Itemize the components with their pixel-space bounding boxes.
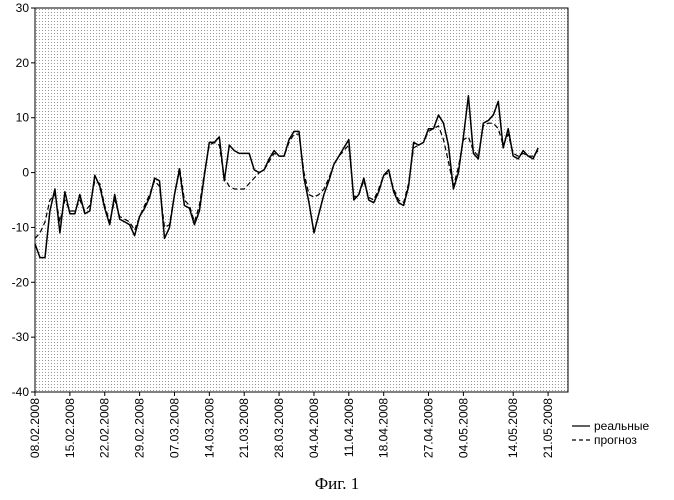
x-tick-label: 29.02.2008	[133, 398, 147, 458]
legend-label: реальные	[594, 419, 650, 433]
y-axis: 30 20 10 0 -10 -20 -30 -40	[12, 1, 35, 399]
line-chart: 30 20 10 0 -10 -20 -30 -40 08.02.2008 15.02.2008…	[0, 0, 674, 470]
y-tick-label: 10	[16, 111, 30, 125]
x-tick-label: 28.03.2008	[272, 398, 286, 458]
legend: реальныепрогноз	[572, 419, 650, 447]
x-tick-label: 07.03.2008	[167, 398, 181, 458]
legend-label: прогноз	[594, 433, 637, 447]
x-tick-label: 18.04.2008	[377, 398, 391, 458]
x-tick-label: 22.02.2008	[98, 398, 112, 458]
y-tick-label: -20	[12, 275, 30, 289]
y-tick-label: 30	[16, 1, 30, 15]
x-tick-label: 11.04.2008	[342, 398, 356, 457]
figure-caption: Фиг. 1	[0, 474, 674, 494]
x-tick-label: 04.04.2008	[307, 398, 321, 458]
y-tick-label: -40	[12, 385, 30, 399]
y-tick-label: 0	[22, 166, 29, 180]
y-tick-label: -30	[12, 330, 30, 344]
x-tick-label: 15.02.2008	[63, 398, 77, 458]
y-tick-label: 20	[16, 56, 30, 70]
x-tick-label: 14.03.2008	[202, 398, 216, 458]
x-tick-label: 21.03.2008	[237, 398, 251, 458]
x-tick-label: 08.02.2008	[28, 398, 42, 458]
x-tick-label: 27.04.2008	[422, 398, 436, 458]
y-tick-label: -10	[12, 220, 30, 234]
x-tick-label: 04.05.2008	[456, 398, 470, 458]
x-axis: 08.02.2008 15.02.2008 22.02.2008 29.02.2008…	[28, 392, 555, 458]
x-tick-label: 14.05.2008	[506, 398, 520, 458]
x-tick-label: 21.05.2008	[541, 398, 555, 458]
